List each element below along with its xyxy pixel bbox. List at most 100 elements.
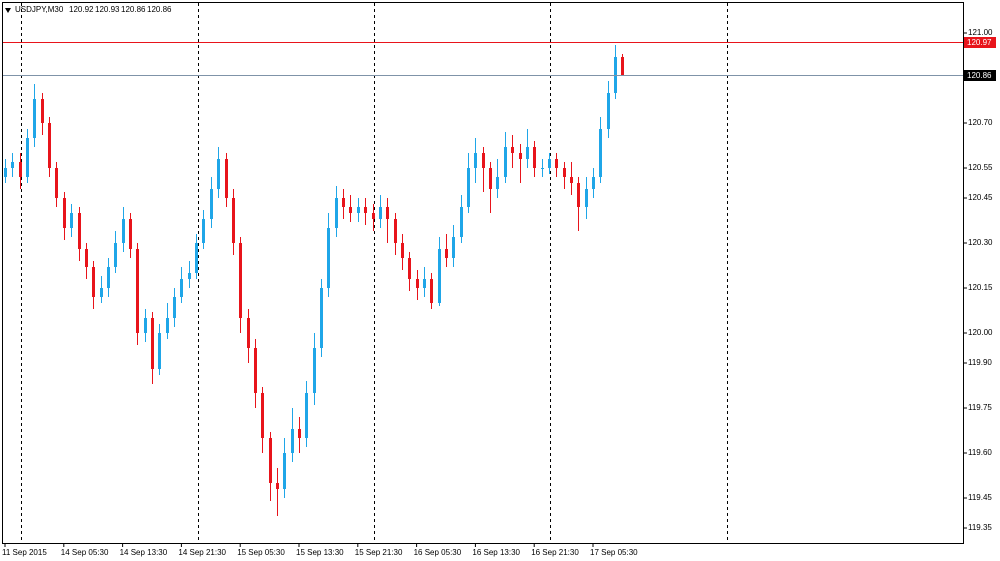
candle-body <box>423 279 426 288</box>
y-tick-label: 119.75 <box>968 403 992 412</box>
candle-body <box>489 168 492 189</box>
candle-body <box>100 288 103 297</box>
candle-body <box>239 243 242 318</box>
candle-body <box>416 279 419 288</box>
x-tick-label: 15 Sep 05:30 <box>237 548 285 557</box>
y-tick-label: 119.45 <box>968 493 992 502</box>
candle-body <box>63 198 66 228</box>
candle-body <box>320 288 323 348</box>
candle-body <box>261 393 264 438</box>
y-tick-label: 119.35 <box>968 523 992 532</box>
candle-body <box>313 348 316 393</box>
candle-body <box>291 429 294 453</box>
candle-body <box>372 213 375 219</box>
candle-body <box>173 297 176 318</box>
candle-body <box>180 279 183 297</box>
ask-label: 120.97 <box>967 38 992 47</box>
header-low: 120.86 <box>121 5 146 14</box>
y-tick-label: 120.30 <box>968 238 993 247</box>
x-tick-label: 16 Sep 13:30 <box>472 548 520 557</box>
candle-body <box>210 189 213 219</box>
y-tick-label: 120.15 <box>968 283 993 292</box>
candle-body <box>166 318 169 333</box>
candle-body <box>33 99 36 138</box>
candle-body <box>394 219 397 243</box>
candle-body <box>408 258 411 279</box>
candle-body <box>482 153 485 168</box>
menu-arrow[interactable] <box>5 8 11 13</box>
candle-body <box>327 228 330 288</box>
bid-label: 120.86 <box>967 71 992 80</box>
candle-body <box>70 213 73 228</box>
candle-body <box>335 198 338 228</box>
y-tick-label: 120.45 <box>968 193 993 202</box>
candle-body <box>11 162 14 168</box>
candle-body <box>19 162 22 177</box>
bid-label-box <box>964 70 996 81</box>
candle-body <box>401 243 404 258</box>
candle-body <box>364 207 367 213</box>
x-tick-label: 14 Sep 13:30 <box>120 548 168 557</box>
x-tick-label: 15 Sep 21:30 <box>355 548 403 557</box>
y-tick-label: 120.70 <box>968 118 993 127</box>
candle-body <box>526 147 529 159</box>
candle-body <box>555 159 558 168</box>
candle-body <box>158 333 161 369</box>
ask-label-box <box>964 37 996 48</box>
candle-body <box>599 129 602 177</box>
candle-body <box>225 159 228 198</box>
y-tick-label: 121.00 <box>968 28 993 37</box>
candle-body <box>55 168 58 198</box>
candle-body <box>511 147 514 153</box>
plot-frame <box>2 2 964 544</box>
candle-body <box>232 198 235 243</box>
candle-body <box>607 93 610 129</box>
x-tick-label: 17 Sep 05:30 <box>590 548 638 557</box>
x-tick-label: 14 Sep 21:30 <box>178 548 226 557</box>
candle-body <box>41 99 44 123</box>
candle-body <box>430 279 433 303</box>
candle-body <box>357 207 360 213</box>
x-tick-label: 16 Sep 21:30 <box>531 548 579 557</box>
candle-body <box>283 453 286 489</box>
candle-body <box>386 207 389 219</box>
y-tick-label: 120.55 <box>968 163 993 172</box>
candle-body <box>254 348 257 393</box>
candle-body <box>438 249 441 303</box>
candle-body <box>195 243 198 273</box>
candle-body <box>496 177 499 189</box>
candle-body <box>129 219 132 249</box>
candle-body <box>107 267 110 288</box>
header-open: 120.92 <box>69 5 94 14</box>
candle-body <box>4 168 7 177</box>
x-tick-label: 11 Sep 2015 <box>2 548 47 557</box>
candle-body <box>188 273 191 279</box>
y-tick-label: 120.00 <box>968 328 993 337</box>
candle-body <box>202 219 205 243</box>
candle-body <box>48 123 51 168</box>
header-high: 120.93 <box>95 5 120 14</box>
x-tick-label: 15 Sep 13:30 <box>296 548 344 557</box>
x-tick-label: 14 Sep 05:30 <box>61 548 109 557</box>
candle-body <box>570 177 573 183</box>
candle-body <box>519 153 522 159</box>
candle-body <box>592 177 595 189</box>
candle-body <box>452 237 455 258</box>
symbol: USDJPY,M30 <box>15 5 64 14</box>
candle-body <box>114 243 117 267</box>
candle-body <box>342 198 345 207</box>
candle-body <box>122 219 125 243</box>
y-tick-label: 119.60 <box>968 448 992 457</box>
candle-body <box>217 159 220 189</box>
candle-body <box>305 393 308 438</box>
candle-body <box>151 318 154 369</box>
header-close: 120.86 <box>147 5 172 14</box>
candle-body <box>269 438 272 483</box>
candle-body <box>349 207 352 213</box>
candle-body <box>379 207 382 219</box>
candle-body <box>548 159 551 168</box>
candle-body <box>247 318 250 348</box>
candle-body <box>474 153 477 168</box>
